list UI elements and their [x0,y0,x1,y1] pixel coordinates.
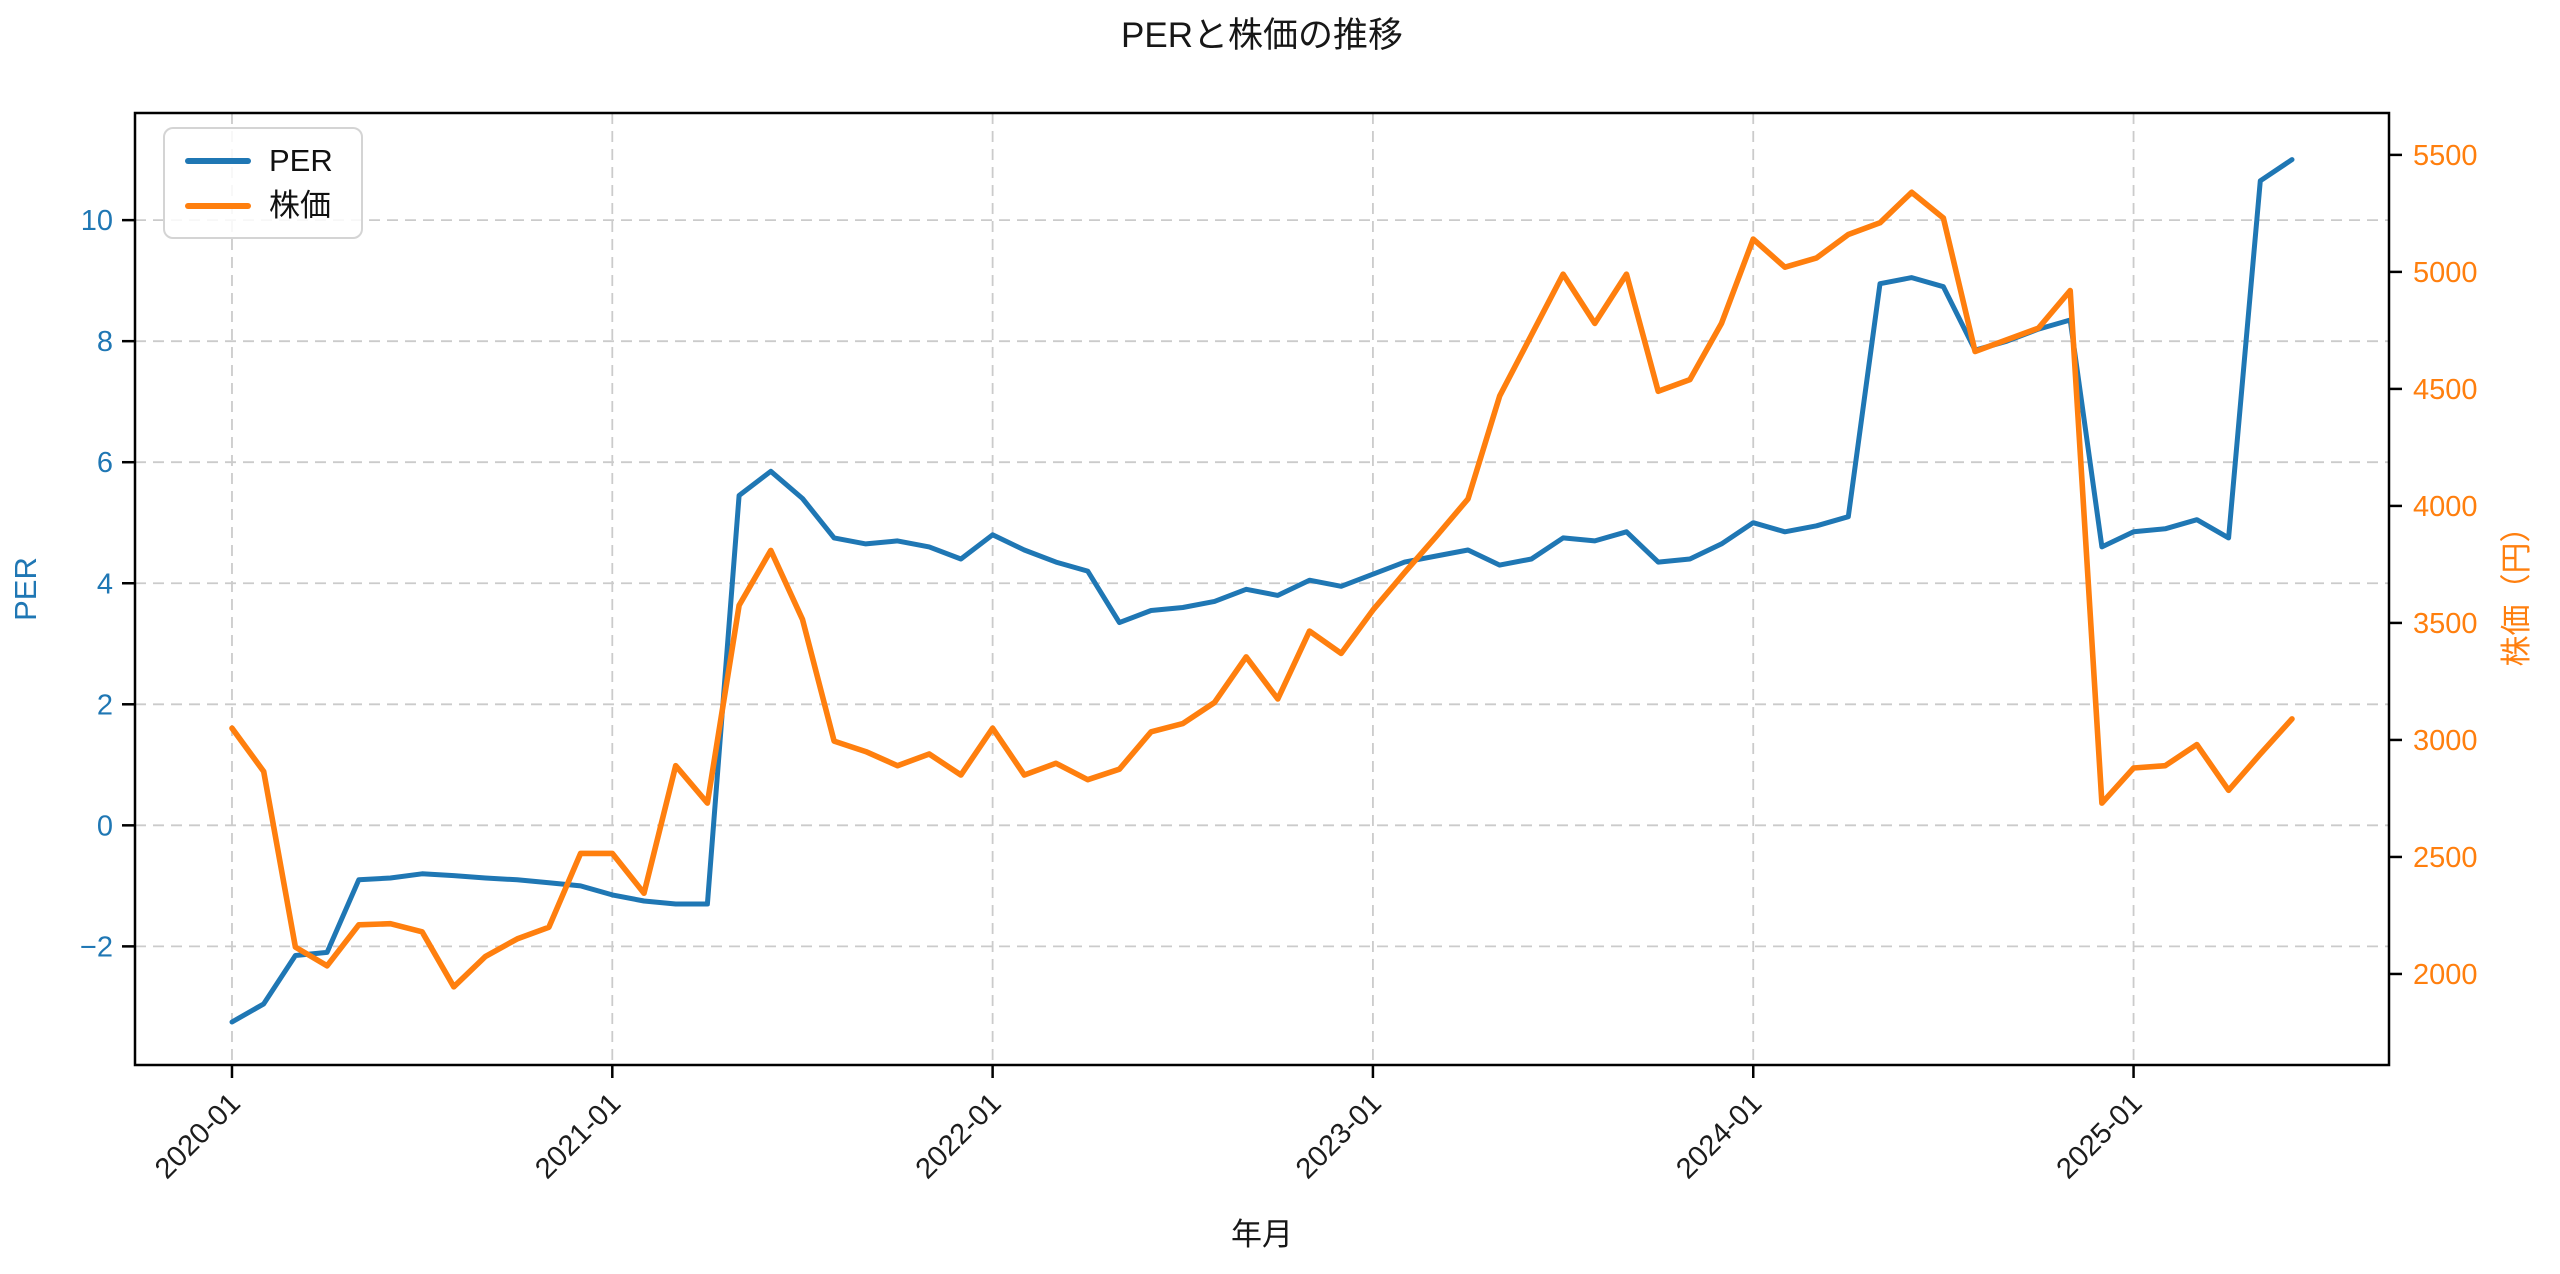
y-tick-label-right: 5500 [2413,140,2478,172]
y-axis-label-right: 株価（円） [2499,512,2534,667]
legend-item-per: PER [185,145,333,176]
tick-labels: −2 0 2 4 6 8 10 2000 2500 3000 3500 4000 4500 5000 550… [80,140,2478,1185]
x-tick-label: 2023-01 [1290,1087,1388,1185]
y-tick-label-left: 8 [97,326,113,358]
per-line-swatch [185,157,251,164]
y-tick-label-right: 4500 [2413,374,2478,406]
y-tick-label-left: 4 [97,568,113,600]
kabuka-line-swatch [185,202,251,209]
chart-title: PERと株価の推移 [1121,16,1403,55]
x-tick-label: 2022-01 [910,1087,1008,1185]
x-axis-label: 年月 [1231,1217,1293,1252]
x-tick-label: 2024-01 [1670,1087,1768,1185]
per-line [229,157,2295,1025]
y-tick-label-left: 0 [97,810,113,842]
y-tick-label-right: 4000 [2413,491,2478,523]
y-tick-label-left: 6 [97,447,113,479]
y-tick-label-left: 2 [97,689,113,721]
series-lines [229,157,2295,1025]
x-tick-label: 2021-01 [529,1087,627,1185]
gridlines [135,113,2389,1065]
tick-marks [122,153,2402,1078]
y-tick-label-right: 3000 [2413,725,2478,757]
x-tick-label: 2020-01 [149,1087,247,1185]
y-tick-label-right: 5000 [2413,257,2478,289]
legend: PER 株価 [163,127,363,239]
y-tick-label-right: 2000 [2413,959,2478,991]
legend-label-kabuka: 株価 [269,188,331,223]
plot-border [133,111,2391,1067]
y-tick-label-left: −2 [80,931,113,963]
y-tick-label-right: 2500 [2413,842,2478,874]
y-tick-label-right: 3500 [2413,608,2478,640]
legend-item-kabuka: 株価 [185,190,333,221]
x-tick-label: 2025-01 [2051,1087,2149,1185]
y-axis-label-left: PER [8,557,43,621]
legend-label-per: PER [269,143,333,178]
kabuka-line [229,189,2295,990]
y-tick-label-left: 10 [81,205,113,237]
